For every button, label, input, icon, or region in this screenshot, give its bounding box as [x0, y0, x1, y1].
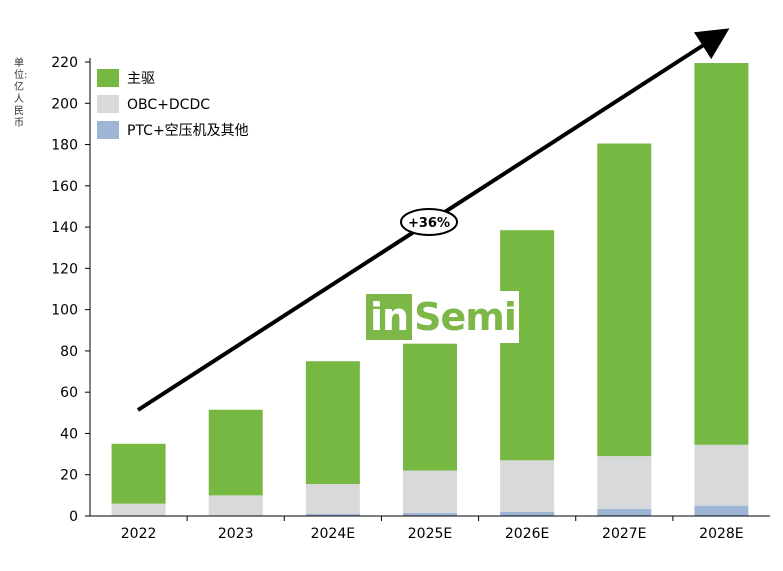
- logo-part-semi: Semi: [414, 295, 517, 339]
- bar-segment: [500, 511, 555, 516]
- logo-part-in: in: [366, 294, 413, 340]
- y-tick-label: 140: [51, 220, 78, 236]
- x-axis: 2022 2023 2024E 2025E 2026E 2027E 2028E: [90, 515, 770, 542]
- y-tick-label: 160: [51, 179, 78, 195]
- growth-badge: [400, 208, 458, 236]
- bar-segment: [694, 444, 749, 506]
- bar-segment: [403, 512, 457, 516]
- bars-group: [111, 63, 749, 516]
- y-tick-label: 100: [51, 303, 78, 319]
- y-tick-label: 120: [51, 261, 78, 277]
- y-tick-label: 0: [69, 509, 78, 525]
- bar-segment: [597, 456, 652, 509]
- x-tick-label: 2027E: [602, 526, 646, 542]
- bar-segment: [694, 505, 749, 516]
- bar-segment: [500, 230, 555, 461]
- insemi-logo: in Semi: [364, 291, 519, 343]
- x-tick-label: 2026E: [505, 526, 549, 542]
- legend-swatch: [97, 69, 119, 87]
- legend-swatch: [97, 121, 119, 139]
- y-tick-label: 180: [51, 138, 78, 154]
- legend-label: 主驱: [127, 71, 155, 87]
- bar-segment: [111, 443, 166, 504]
- y-tick-label: 80: [60, 344, 78, 360]
- bar-segment: [500, 460, 555, 512]
- bar-segment: [403, 470, 457, 513]
- x-tick-label: 2028E: [699, 526, 743, 542]
- y-tick-label: 60: [60, 385, 78, 401]
- bar-segment: [305, 484, 360, 514]
- y-tick-label: 220: [51, 55, 78, 71]
- bar-segment: [208, 409, 263, 496]
- unit-label: 单位:亿人民币: [14, 58, 28, 129]
- y-tick-label: 40: [60, 426, 78, 442]
- x-tick-label: 2022: [121, 526, 157, 542]
- bar-segment: [403, 343, 457, 471]
- growth-label: +36%: [408, 216, 450, 231]
- y-tick-label: 200: [51, 96, 78, 112]
- legend-label: PTC+空压机及其他: [127, 123, 249, 139]
- y-tick-label: 20: [60, 468, 78, 484]
- bar-segment: [305, 361, 360, 485]
- bar-segment: [597, 508, 652, 516]
- x-tick-label: 2024E: [311, 526, 355, 542]
- bar-segment: [111, 503, 166, 516]
- bar-segment: [305, 513, 360, 516]
- legend: 主驱 OBC+DCDC PTC+空压机及其他: [97, 69, 249, 139]
- x-tick-label: 2025E: [408, 526, 452, 542]
- legend-swatch: [97, 95, 119, 113]
- bar-segment: [208, 495, 263, 516]
- y-axis: 0 20 40 60 80 100 120 140 160 180 200 220: [51, 55, 91, 525]
- bar-segment: [694, 63, 749, 445]
- legend-label: OBC+DCDC: [127, 97, 210, 113]
- x-tick-label: 2023: [218, 526, 254, 542]
- bar-segment: [597, 143, 652, 457]
